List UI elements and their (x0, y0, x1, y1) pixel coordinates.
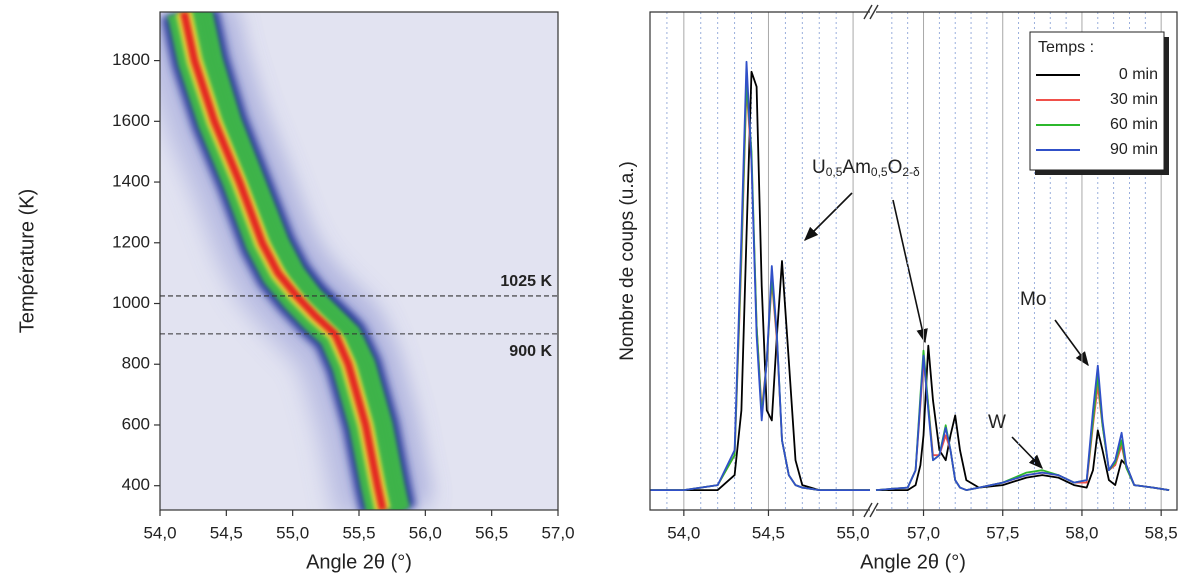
series-line (650, 60, 1170, 491)
subscript: 0,5 (871, 165, 888, 179)
x-tick-label: 54,0 (667, 523, 700, 542)
y-tick-label: 1200 (112, 232, 150, 251)
x-tick-label: 58,5 (1145, 523, 1178, 542)
legend-label: 0 min (1119, 66, 1158, 83)
x-tick-label: 57,0 (541, 523, 574, 542)
axis-break (863, 4, 879, 20)
annotation-label: 900 K (509, 343, 552, 360)
arrow (1054, 319, 1089, 367)
symbol: U (812, 157, 826, 178)
phase-label: U0,5Am0,5O2-δ (812, 157, 920, 179)
y-tick-label: 600 (122, 414, 150, 433)
annotation-label: 1025 K (500, 273, 552, 290)
x-tick-label: 56,0 (409, 523, 442, 542)
x-axis-label: Angle 2θ (°) (860, 551, 966, 573)
y-tick-label: 1600 (112, 111, 150, 130)
legend-label: 60 min (1110, 116, 1158, 133)
x-tick-label: 54,5 (210, 523, 243, 542)
lines (650, 60, 1170, 491)
x-tick-label: 54,0 (143, 523, 176, 542)
arrow (803, 192, 853, 242)
x-tick-label: 55,5 (342, 523, 375, 542)
y-tick-label: 1400 (112, 172, 150, 191)
x-tick-label: 57,5 (986, 523, 1019, 542)
mo-label: Mo (1020, 289, 1046, 310)
legend-title: Temps : (1038, 39, 1094, 56)
legend-label: 90 min (1110, 141, 1158, 158)
arrow (1011, 436, 1044, 470)
subscript: 0,5 (826, 165, 843, 179)
w-label: W (988, 412, 1006, 433)
y-tick-label: 400 (122, 475, 150, 494)
plot-frame (649, 11, 1178, 511)
x-tick-label: 58,0 (1065, 523, 1098, 542)
symbol: O (888, 157, 903, 178)
y-axis-label: Température (K) (16, 189, 38, 334)
x-tick-label: 55,0 (276, 523, 309, 542)
legend-label: 30 min (1110, 91, 1158, 108)
y-tick-label: 1800 (112, 50, 150, 69)
y-tick-label: 800 (122, 354, 150, 373)
x-axis-label: Angle 2θ (°) (306, 551, 412, 573)
symbol: Am (842, 157, 871, 178)
arrow (892, 199, 928, 344)
axis-break (863, 502, 879, 518)
x-tick-label: 54,5 (752, 523, 785, 542)
y-tick-label: 1000 (112, 293, 150, 312)
y-axis-label: Nombre de coups (u.a.) (617, 161, 638, 361)
x-tick-label: 55,0 (837, 523, 870, 542)
x-tick-label: 56,5 (475, 523, 508, 542)
x-tick-label: 57,0 (907, 523, 940, 542)
series-line (650, 70, 1170, 491)
subscript: 2-δ (902, 165, 920, 179)
